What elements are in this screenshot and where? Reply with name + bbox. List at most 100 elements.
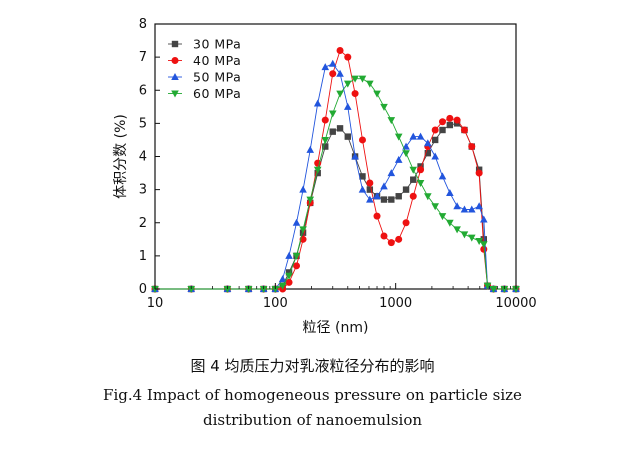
data-point <box>223 286 232 293</box>
figure-caption-english-line2: distribution of nanoemulsion <box>202 411 423 429</box>
data-point <box>380 182 388 190</box>
y-tick-label-2: 2 <box>139 216 147 231</box>
data-point <box>299 185 307 193</box>
data-point <box>416 132 425 140</box>
data-point <box>479 215 488 223</box>
data-point <box>278 275 287 283</box>
data-point <box>395 235 403 243</box>
data-point <box>285 269 293 276</box>
data-point <box>336 125 344 132</box>
data-point <box>344 53 352 61</box>
data-point <box>394 133 403 141</box>
data-point <box>321 116 329 124</box>
data-point <box>336 90 344 98</box>
data-point <box>278 282 287 290</box>
y-tick-label-5: 5 <box>139 116 147 131</box>
legend-label-2: 50 MPa <box>193 70 241 85</box>
data-point <box>358 75 367 83</box>
data-point <box>431 136 439 144</box>
data-point <box>321 63 330 71</box>
axes-layer: 0 1 2 3 4 5 6 7 8 10 100 1000 10000 粒径 (nm) 体积分数 (%) <box>113 17 537 336</box>
data-point <box>446 188 454 196</box>
data-point <box>388 196 395 203</box>
data-point <box>409 132 418 140</box>
data-point <box>373 192 381 200</box>
data-point <box>285 251 293 259</box>
x-tick-label-10: 10 <box>147 296 164 311</box>
data-point <box>259 286 268 293</box>
data-point <box>292 252 301 260</box>
data-point <box>446 114 454 122</box>
data-point <box>467 234 476 242</box>
legend-marker-2 <box>171 73 179 80</box>
data-point <box>336 47 344 54</box>
data-point <box>460 126 468 134</box>
data-point <box>387 169 396 177</box>
y-tick-label-4: 4 <box>139 150 147 165</box>
data-point <box>446 121 454 129</box>
data-point <box>424 139 432 147</box>
data-point <box>460 205 469 213</box>
data-point <box>343 80 352 88</box>
series-layer <box>151 47 520 293</box>
data-point <box>343 102 352 110</box>
data-point <box>475 202 483 210</box>
legend-label-1: 40 MPa <box>193 53 241 68</box>
data-point <box>380 196 388 203</box>
data-point <box>366 186 374 193</box>
data-point <box>285 272 293 280</box>
data-point <box>438 172 447 180</box>
data-point <box>460 231 469 239</box>
data-point <box>424 149 432 157</box>
data-point <box>329 70 337 78</box>
data-point <box>329 128 336 135</box>
data-point <box>431 152 439 160</box>
data-point <box>500 286 509 293</box>
data-point <box>468 143 476 151</box>
y-tick-label-3: 3 <box>139 183 147 198</box>
data-point <box>344 133 351 140</box>
data-point <box>438 118 446 126</box>
data-point <box>373 90 381 98</box>
data-point <box>322 143 329 150</box>
figure-caption-chinese: 图 4 均质压力对乳液粒径分布的影响 <box>190 357 435 375</box>
data-point <box>321 136 330 144</box>
data-point <box>351 90 359 98</box>
data-point <box>299 226 307 234</box>
data-point <box>336 69 344 77</box>
data-point <box>479 241 488 249</box>
data-point <box>293 262 301 270</box>
data-point <box>313 99 322 107</box>
data-point <box>328 59 337 67</box>
data-point <box>306 145 315 153</box>
y-tick-label-8: 8 <box>139 17 147 32</box>
legend-marker-1 <box>171 57 179 64</box>
data-point <box>387 239 395 247</box>
data-point <box>292 218 301 226</box>
data-point <box>467 205 476 213</box>
data-point <box>410 176 417 183</box>
data-point <box>431 126 439 134</box>
data-point <box>351 75 359 83</box>
data-point <box>424 193 432 201</box>
data-point <box>358 185 367 193</box>
data-point <box>394 155 403 163</box>
y-axis-label: 体积分数 (%) <box>113 114 129 199</box>
data-point <box>402 219 410 227</box>
x-tick-label-10000: 10000 <box>495 296 536 311</box>
data-point <box>475 237 483 245</box>
series-line-0 <box>155 122 516 290</box>
x-tick-label-100: 100 <box>263 296 288 311</box>
data-point <box>366 195 374 203</box>
data-point <box>453 226 461 234</box>
legend-marker-0 <box>171 40 179 48</box>
data-point <box>480 236 487 243</box>
x-tick-label-1000: 1000 <box>379 296 412 311</box>
legend-label-0: 30 MPa <box>193 37 241 52</box>
data-point <box>512 286 520 293</box>
data-point <box>438 213 447 221</box>
y-tick-label-0: 0 <box>139 282 147 297</box>
data-point <box>313 166 322 174</box>
data-point <box>475 169 483 177</box>
